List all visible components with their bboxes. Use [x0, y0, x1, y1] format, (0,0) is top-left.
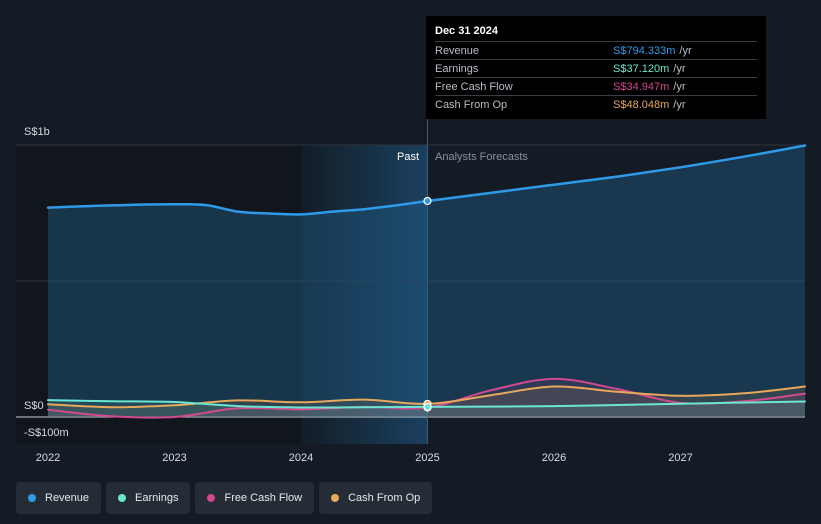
tooltip-name: Earnings: [435, 62, 479, 75]
tooltip-row-earnings: Earnings S$37.120m /yr: [435, 59, 757, 77]
line-revenue: [46, 144, 807, 216]
x-tick-2026: 2026: [542, 452, 566, 464]
legend-label: Cash From Op: [348, 492, 421, 504]
legend-dot-icon: [207, 494, 216, 502]
tooltip-value: S$48.048m: [613, 98, 670, 111]
hover-tooltip: Dec 31 2024 Revenue S$794.333m /yr Earni…: [426, 16, 766, 119]
y-label-top: S$1b: [24, 126, 50, 138]
tooltip-unit: /yr: [673, 98, 686, 111]
legend-item-earnings[interactable]: Earnings: [106, 482, 191, 514]
x-tick-2024: 2024: [289, 452, 313, 464]
x-tick-2027: 2027: [668, 452, 692, 464]
tooltip-row-revenue: Revenue S$794.333m /yr: [435, 41, 757, 59]
tooltip-value: S$34.947m: [613, 80, 670, 93]
line-earnings: [47, 399, 806, 409]
tooltip-unit: /yr: [673, 80, 686, 93]
legend-item-revenue[interactable]: Revenue: [16, 482, 102, 514]
tooltip-unit: /yr: [673, 62, 686, 75]
tooltip-date: Dec 31 2024: [435, 25, 498, 37]
y-label-bottom: -S$100m: [24, 427, 69, 439]
tooltip-unit: /yr: [679, 44, 692, 57]
x-tick-2023: 2023: [162, 452, 186, 464]
x-tick-2022: 2022: [36, 452, 60, 464]
area-cfo: [48, 386, 805, 417]
forecast-label: Analysts Forecasts: [435, 151, 528, 163]
legend-item-cash-from-op[interactable]: Cash From Op: [319, 482, 433, 514]
x-tick-2025: 2025: [415, 452, 439, 464]
legend-item-free-cash-flow[interactable]: Free Cash Flow: [195, 482, 315, 514]
tooltip-name: Free Cash Flow: [435, 80, 513, 93]
legend-label: Earnings: [135, 492, 179, 504]
marker-earnings: [423, 402, 432, 412]
legend-dot-icon: [118, 494, 127, 502]
legend-label: Revenue: [45, 492, 90, 504]
tooltip-name: Cash From Op: [435, 98, 508, 111]
area-fcf: [48, 378, 805, 418]
chart-legend: Revenue Earnings Free Cash Flow Cash Fro…: [16, 482, 433, 514]
marker-revenue: [423, 196, 432, 206]
legend-label: Free Cash Flow: [224, 492, 303, 504]
tooltip-name: Revenue: [435, 44, 480, 57]
tooltip-value: S$794.333m: [613, 44, 676, 57]
y-label-zero: S$0: [24, 400, 44, 412]
tooltip-value: S$37.120m: [613, 62, 670, 75]
tooltip-row-free-cash-flow: Free Cash Flow S$34.947m /yr: [435, 77, 757, 95]
legend-dot-icon: [28, 494, 36, 502]
highlight-band: [301, 145, 428, 444]
legend-dot-icon: [331, 494, 340, 502]
area-revenue: [48, 145, 805, 417]
past-label: Past: [397, 151, 419, 163]
tooltip-row-cash-from-op: Cash From Op S$48.048m /yr: [435, 95, 757, 113]
